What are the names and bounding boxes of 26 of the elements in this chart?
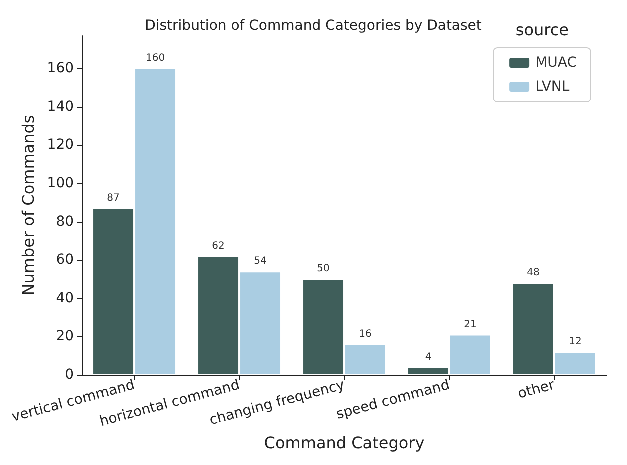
data-label: 12 [569,336,582,348]
y-tick-label: 140 [47,98,74,115]
y-tick-label: 0 [65,367,74,383]
data-label: 21 [464,319,477,330]
y-tick-label: 40 [56,290,74,306]
data-label: 160 [146,53,166,64]
chart-title: Distribution of Command Categories by Dataset [145,18,482,34]
data-label: 4 [425,352,432,363]
legend-label: MUAC [536,55,578,71]
y-tick-label: 120 [47,137,74,154]
data-label: 16 [359,328,372,340]
y-tick-label: 80 [56,214,74,230]
y-tick-label: 20 [56,328,74,345]
x-tick-label: other [516,377,557,402]
data-label: 54 [254,256,267,268]
legend-label: LVNL [536,79,570,95]
data-label: 62 [212,240,225,252]
x-axis-title: Command Category [264,434,425,452]
legend-title: source [516,20,570,40]
data-label: 48 [527,268,540,279]
data-label: 87 [107,192,120,204]
y-axis-title: Number of Commands [18,115,38,296]
y-tick-label: 60 [56,252,74,268]
data-label: 50 [317,264,330,275]
y-tick-label: 160 [47,60,74,77]
y-tick-label: 100 [47,175,74,192]
